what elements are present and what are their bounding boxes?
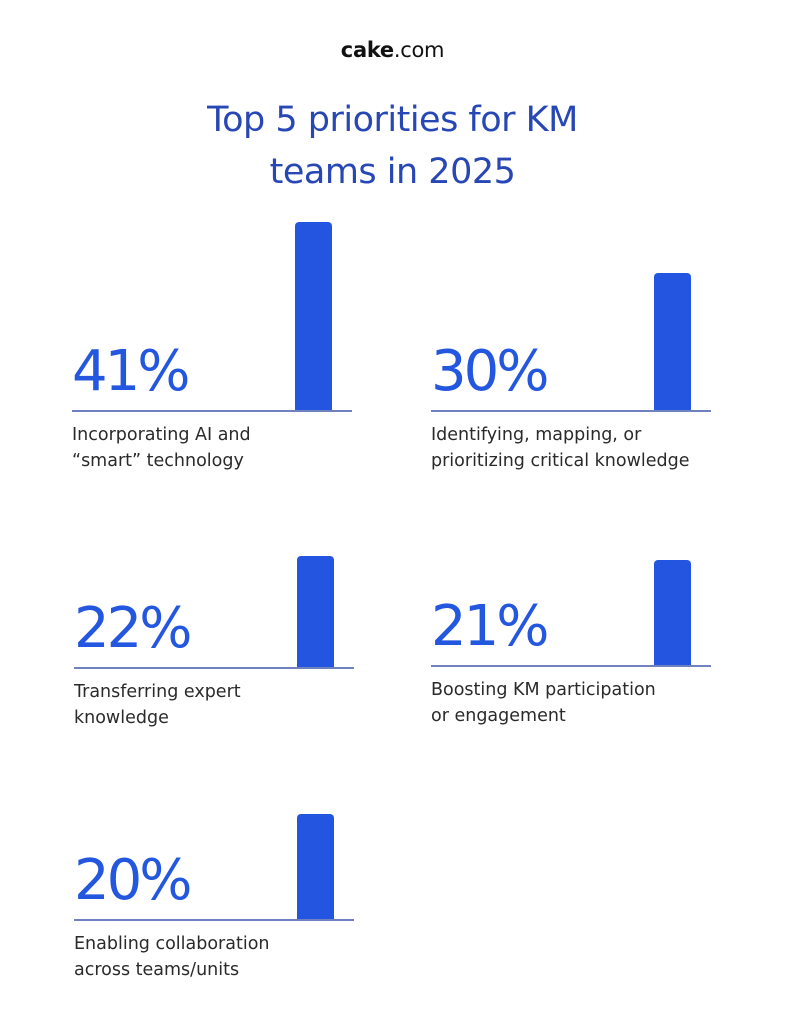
percent-value: 30% bbox=[431, 339, 549, 404]
bar-22 bbox=[297, 556, 334, 668]
baseline-divider bbox=[431, 410, 711, 412]
page-title: Top 5 priorities for KM teams in 2025 bbox=[0, 94, 785, 198]
cake-logo: cake.com bbox=[0, 38, 785, 62]
percent-value: 22% bbox=[74, 596, 192, 661]
priority-label: Boosting KM participation or engagement bbox=[431, 680, 656, 726]
priority-label: Enabling collaboration across teams/unit… bbox=[74, 934, 270, 980]
priority-card-5: 20% Enabling collaboration across teams/… bbox=[74, 814, 374, 994]
percent-value: 41% bbox=[72, 339, 190, 404]
bar-20 bbox=[297, 814, 334, 920]
priority-card-2: 30% Identifying, mapping, or prioritizin… bbox=[431, 273, 751, 483]
title-line-2: teams in 2025 bbox=[269, 152, 516, 192]
bar-41 bbox=[295, 222, 332, 411]
percent-value: 20% bbox=[74, 848, 192, 913]
priority-card-4: 21% Boosting KM participation or engagem… bbox=[431, 560, 751, 740]
priority-label: Transferring expert knowledge bbox=[74, 682, 241, 728]
baseline-divider bbox=[72, 410, 352, 412]
bar-21 bbox=[654, 560, 691, 666]
title-line-1: Top 5 priorities for KM bbox=[207, 100, 578, 140]
baseline-divider bbox=[74, 919, 354, 921]
percent-value: 21% bbox=[431, 594, 549, 659]
bar-30 bbox=[654, 273, 691, 411]
baseline-divider bbox=[431, 665, 711, 667]
baseline-divider bbox=[74, 667, 354, 669]
priority-label: Incorporating AI and “smart” technology bbox=[72, 425, 251, 471]
logo-tld: .com bbox=[393, 38, 445, 62]
priority-label: Identifying, mapping, or prioritizing cr… bbox=[431, 425, 690, 471]
logo-brand: cake bbox=[340, 38, 394, 62]
priority-card-1: 41% Incorporating AI and “smart” technol… bbox=[72, 222, 372, 482]
priority-card-3: 22% Transferring expert knowledge bbox=[74, 556, 374, 736]
